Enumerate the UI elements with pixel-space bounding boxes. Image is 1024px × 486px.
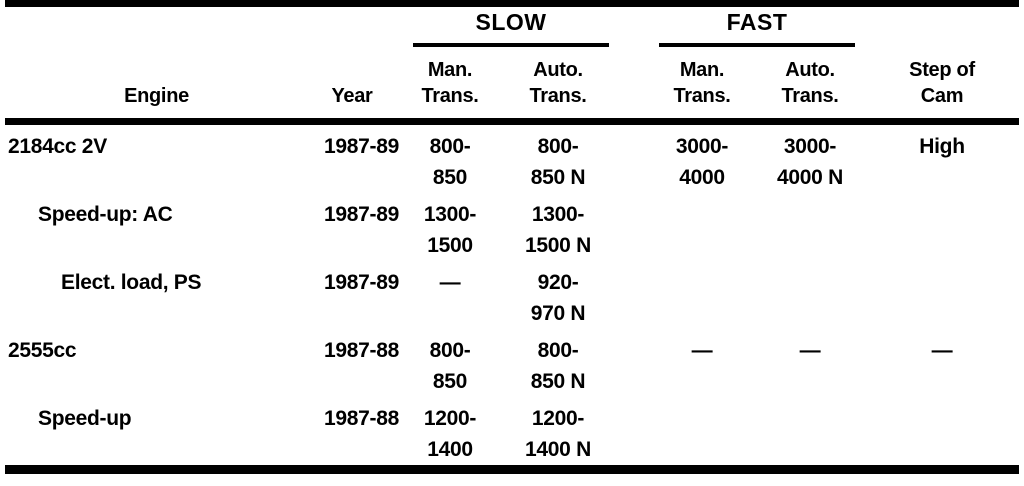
fast-group-label: FAST — [659, 9, 855, 47]
column-header-fast-auto-trans: Auto. Trans. — [755, 49, 865, 125]
slow-auto-trans-cell: 800- 850 N — [530, 135, 586, 189]
group-header-year-spacer — [305, 4, 403, 50]
fast-auto-trans-cell — [755, 397, 865, 470]
step-of-cam-cell — [865, 261, 1019, 329]
gap-cell — [619, 397, 649, 470]
table-row: Speed-up 1987-88 1200- 1400 1200- 1400 N — [5, 397, 1019, 470]
fast-auto-trans-cell: — — [799, 339, 821, 362]
slow-man-trans-cell: — — [439, 271, 461, 294]
fast-man-trans-cell: 3000- 4000 — [675, 135, 729, 189]
fast-man-trans-cell — [649, 193, 755, 261]
gap-cell — [619, 329, 649, 397]
gap-cell — [619, 261, 649, 329]
gap-cell — [619, 122, 649, 194]
year-cell: 1987-88 — [324, 339, 399, 362]
step-of-cam-cell: High — [919, 135, 965, 158]
engine-cell: Speed-up: AC — [38, 203, 173, 226]
column-header-slow-man-trans: Man. Trans. — [403, 49, 497, 125]
engine-cell: Elect. load, PS — [61, 271, 202, 294]
table-header: SLOW FAST Engine Year Man. Trans. Auto. … — [5, 4, 1019, 125]
slow-auto-trans-cell: 1300- 1500 N — [525, 203, 591, 257]
group-header-gap — [619, 4, 649, 50]
table-row: Elect. load, PS 1987-89 — 920- 970 N — [5, 261, 1019, 329]
table-row: Speed-up: AC 1987-89 1300- 1500 1300- 15… — [5, 193, 1019, 261]
column-header-step-of-cam: Step of Cam — [865, 49, 1019, 125]
slow-man-trans-cell: 1300- 1500 — [423, 203, 477, 257]
idle-speed-spec-table: SLOW FAST Engine Year Man. Trans. Auto. … — [5, 0, 1019, 474]
fast-man-trans-cell — [649, 261, 755, 329]
slow-auto-trans-cell: 800- 850 N — [530, 339, 586, 393]
fast-auto-trans-cell — [755, 261, 865, 329]
gap-cell — [619, 193, 649, 261]
engine-cell: 2184cc 2V — [8, 135, 107, 158]
group-header-fast: FAST — [649, 4, 865, 50]
group-header-engine-spacer — [5, 4, 305, 50]
slow-man-trans-cell: 1200- 1400 — [423, 407, 477, 461]
step-of-cam-cell — [865, 397, 1019, 470]
group-header-step-spacer — [865, 4, 1019, 50]
group-header-slow: SLOW — [403, 4, 619, 50]
column-header-gap — [619, 49, 649, 125]
slow-auto-trans-cell: 920- 970 N — [530, 271, 586, 325]
year-cell: 1987-89 — [324, 271, 399, 294]
step-of-cam-cell: — — [931, 339, 953, 362]
year-cell: 1987-89 — [324, 203, 399, 226]
fast-auto-trans-cell — [755, 193, 865, 261]
column-header-year: Year — [305, 49, 403, 125]
column-header-slow-auto-trans: Auto. Trans. — [497, 49, 619, 125]
table-row: 2555cc 1987-88 800- 850 800- 850 N — — — — [5, 329, 1019, 397]
group-header-row: SLOW FAST — [5, 4, 1019, 50]
step-of-cam-cell — [865, 193, 1019, 261]
fast-man-trans-cell: — — [691, 339, 713, 362]
slow-auto-trans-cell: 1200- 1400 N — [525, 407, 591, 461]
fast-auto-trans-cell: 3000- 4000 N — [777, 135, 843, 189]
fast-man-trans-cell — [649, 397, 755, 470]
slow-man-trans-cell: 800- 850 — [429, 135, 471, 189]
table-body: 2184cc 2V 1987-89 800- 850 800- 850 N 30… — [5, 122, 1019, 470]
column-header-engine: Engine — [5, 49, 305, 125]
column-header-row: Engine Year Man. Trans. Auto. Trans. Man… — [5, 49, 1019, 125]
engine-cell: 2555cc — [8, 339, 77, 362]
slow-man-trans-cell: 800- 850 — [429, 339, 471, 393]
year-cell: 1987-88 — [324, 407, 399, 430]
table-row: 2184cc 2V 1987-89 800- 850 800- 850 N 30… — [5, 122, 1019, 194]
year-cell: 1987-89 — [324, 135, 399, 158]
slow-group-label: SLOW — [413, 9, 609, 47]
engine-cell: Speed-up — [38, 407, 132, 430]
column-header-fast-man-trans: Man. Trans. — [649, 49, 755, 125]
